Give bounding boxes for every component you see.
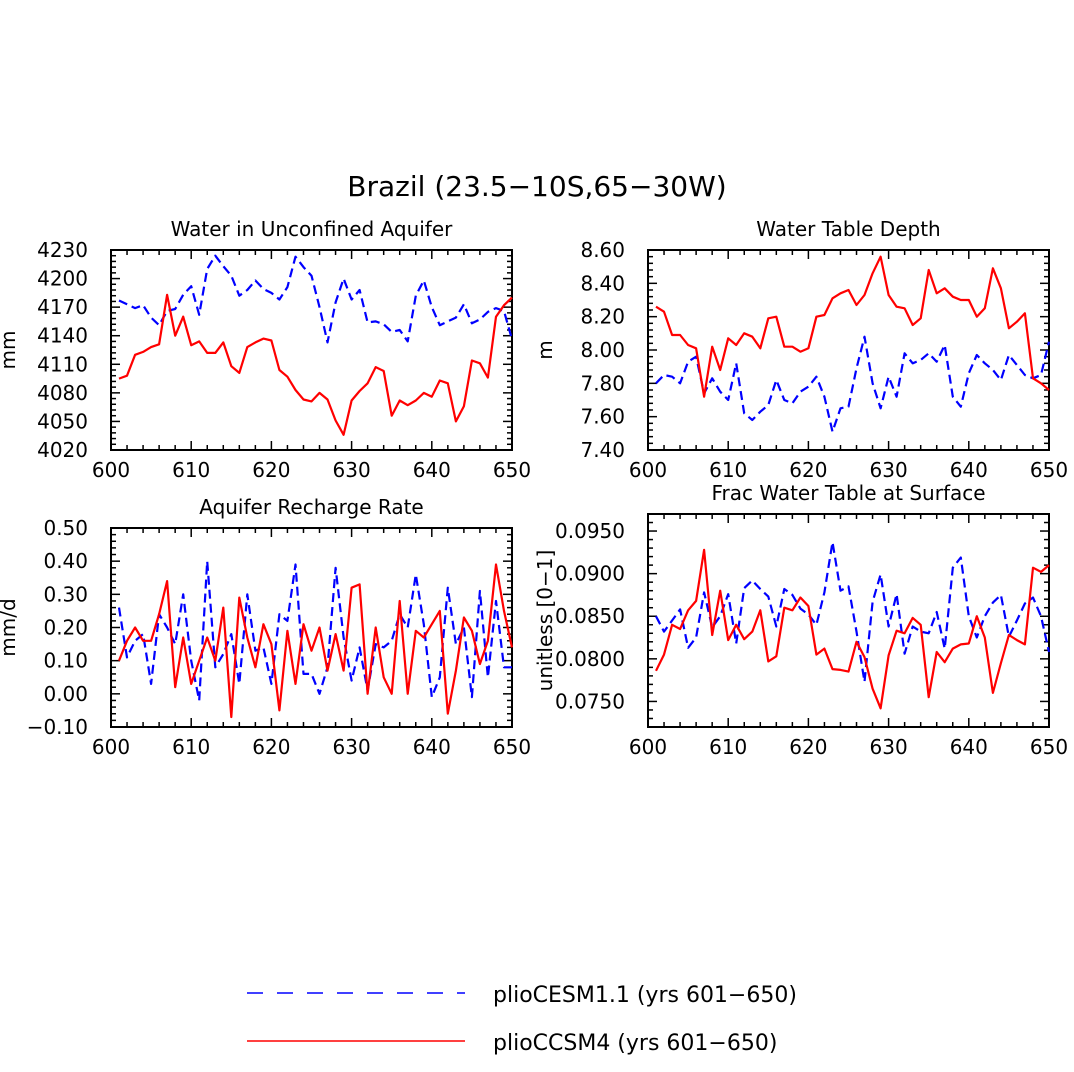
x-tick-label: 620 [789,458,827,482]
x-tick-label: 630 [870,735,908,759]
y-tick-label: −0.10 [27,715,88,739]
y-tick-label: 0.0850 [555,604,625,628]
x-tick-label: 610 [709,458,747,482]
panel-title: Water in Unconfined Aquifer [171,217,454,241]
series-line-pliocesm1-1 [117,560,512,702]
x-tick-label: 620 [252,458,290,482]
x-tick-label: 650 [1030,735,1068,759]
x-tick-label: 620 [789,735,827,759]
y-tick-label: 0.10 [43,649,88,673]
panel-frac: Frac Water Table at Surface 600 610 620 630 6… [533,481,1068,759]
y-tick-label: 8.00 [580,338,625,362]
x-tick-label: 620 [252,735,290,759]
x-tick-label: 600 [629,735,667,759]
panels-group: Water in Unconfined Aquifer 600 610 620 630 6… [0,217,1068,759]
y-axis-label: unitless [0−1] [533,550,557,692]
legend: plioCESM1.1 (yrs 601−650) plioCCSM4 (yrs … [247,983,797,1056]
series-line-pliocesm1-1 [118,254,514,344]
legend-label: plioCESM1.1 (yrs 601−650) [493,983,797,1008]
y-tick-label: 0.0800 [555,647,625,671]
legend-label: plioCCSM4 (yrs 601−650) [493,1031,777,1056]
series-line-plioccsm4 [117,563,514,719]
y-tick-label: 4050 [37,409,88,433]
series-line-plioccsm4 [655,548,1050,710]
x-tick-label: 600 [629,458,667,482]
y-tick-label: 0.00 [43,682,88,706]
plot-frame [647,249,1050,451]
y-tick-label: 4230 [37,238,88,262]
y-axis-label: mm [0,331,20,370]
y-tick-label: 0.0950 [555,519,625,543]
y-tick-label: 4140 [37,324,88,348]
x-tick-label: 600 [92,458,130,482]
x-tick-label: 650 [493,735,531,759]
y-tick-label: 0.30 [43,582,88,606]
x-tick-label: 610 [709,735,747,759]
y-tick-label: 0.20 [43,616,88,640]
y-tick-label: 4020 [37,438,88,462]
series-line-pliocesm1-1 [655,335,1051,433]
figure-title: Brazil (23.5−10S,65−30W) [347,170,726,203]
x-tick-label: 630 [870,458,908,482]
y-tick-label: 4080 [37,381,88,405]
y-tick-label: 8.40 [580,271,625,295]
y-tick-label: 4110 [37,352,88,376]
panel-title: Water Table Depth [756,217,940,241]
plot-frame [110,249,513,451]
x-tick-label: 650 [493,458,531,482]
x-tick-label: 640 [950,735,988,759]
series-line-plioccsm4 [118,293,513,436]
y-tick-label: 7.40 [580,438,625,462]
panel-title: Aquifer Recharge Rate [199,495,424,519]
x-tick-label: 600 [92,735,130,759]
y-tick-label: 8.60 [580,238,625,262]
panel-title: Frac Water Table at Surface [711,481,985,505]
panel-aquifer: Water in Unconfined Aquifer 600 610 620 630 6… [0,217,531,482]
x-tick-label: 640 [413,735,451,759]
y-tick-label: 0.0750 [555,689,625,713]
series-line-plioccsm4 [655,255,1050,398]
plot-frame [647,513,1050,728]
y-tick-label: 8.20 [580,305,625,329]
x-tick-label: 610 [172,735,210,759]
panel-recharge: Aquifer Recharge Rate 600 610 620 630 640 650 −… [0,495,531,759]
x-tick-label: 610 [172,458,210,482]
y-tick-label: 4170 [37,295,88,319]
y-tick-label: 0.50 [43,516,88,540]
x-tick-label: 630 [333,735,371,759]
y-tick-label: 0.40 [43,549,88,573]
series-line-pliocesm1-1 [655,540,1051,683]
x-tick-label: 640 [950,458,988,482]
y-tick-label: 7.60 [580,405,625,429]
y-axis-label: mm/d [0,598,20,656]
y-axis-label: m [533,340,557,359]
x-tick-label: 640 [413,458,451,482]
x-tick-label: 650 [1030,458,1068,482]
y-tick-label: 7.80 [580,371,625,395]
y-tick-label: 4200 [37,267,88,291]
x-tick-label: 630 [333,458,371,482]
y-tick-label: 0.0900 [555,562,625,586]
panel-wtd: Water Table Depth 600 610 620 630 640 650 7.40 7… [533,217,1068,482]
